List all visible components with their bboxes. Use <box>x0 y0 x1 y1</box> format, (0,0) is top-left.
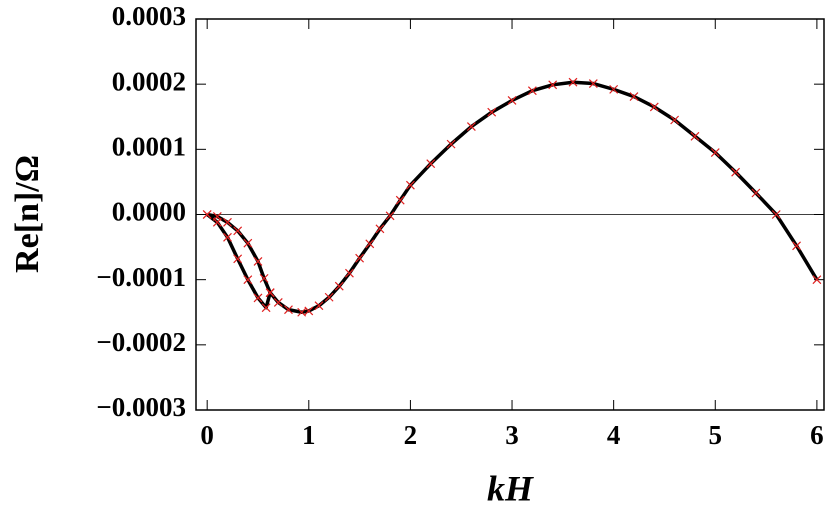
marker <box>507 96 517 105</box>
marker <box>487 107 497 117</box>
y-tick-label: −0.0001 <box>96 262 186 292</box>
marker <box>233 254 243 264</box>
marker <box>304 306 314 316</box>
marker <box>243 275 253 285</box>
x-tick-label: 2 <box>404 420 418 450</box>
y-tick-label: −0.0002 <box>96 327 186 357</box>
marker <box>568 77 578 87</box>
x-tick-label: 4 <box>607 420 621 450</box>
marker <box>751 188 761 198</box>
x-tick-label: 3 <box>505 420 519 450</box>
marker <box>690 131 700 141</box>
marker <box>355 253 365 263</box>
marker <box>324 292 334 302</box>
curve <box>206 213 272 310</box>
marker <box>259 273 269 283</box>
marker <box>609 84 619 94</box>
marker <box>446 139 456 149</box>
marker <box>405 180 415 190</box>
x-tick-label: 1 <box>302 420 316 450</box>
marker <box>202 210 212 219</box>
marker <box>375 224 385 234</box>
marker <box>710 148 720 158</box>
marker <box>334 281 344 291</box>
curve <box>268 80 819 314</box>
marker <box>273 298 283 307</box>
marker <box>365 239 375 249</box>
marker <box>261 303 271 313</box>
marker <box>629 92 639 101</box>
marker <box>812 275 822 285</box>
marker <box>314 301 324 311</box>
marker <box>385 211 395 221</box>
y-axis-label: Re[n]/Ω <box>9 155 46 273</box>
y-tick-label: −0.0003 <box>96 392 186 422</box>
x-tick-label: 0 <box>200 420 214 450</box>
marker <box>253 256 263 266</box>
marker <box>297 307 307 317</box>
y-tick-label: 0.0001 <box>112 132 186 162</box>
y-tick-label: 0.0002 <box>112 66 186 96</box>
marker <box>223 217 232 227</box>
marker <box>284 305 293 315</box>
marker <box>223 232 232 242</box>
marker <box>670 115 680 125</box>
marker <box>527 86 537 96</box>
x-tick-label: 5 <box>709 420 723 450</box>
x-tick-label: 6 <box>810 420 824 450</box>
marker <box>243 238 253 248</box>
y-tick-label: 0.0000 <box>112 197 186 227</box>
marker <box>548 80 558 90</box>
marker <box>345 268 354 278</box>
marker <box>265 288 275 298</box>
marker <box>588 79 598 88</box>
y-tick-label: 0.0003 <box>112 1 186 31</box>
marker <box>426 159 436 169</box>
marker <box>466 122 476 131</box>
marker <box>792 241 801 251</box>
marker <box>649 102 659 112</box>
marker <box>731 167 741 177</box>
x-axis-label: kH <box>487 468 534 508</box>
marker <box>212 217 222 227</box>
marker <box>253 293 263 303</box>
marker <box>395 195 405 205</box>
marker <box>233 226 243 236</box>
marker <box>771 210 781 219</box>
